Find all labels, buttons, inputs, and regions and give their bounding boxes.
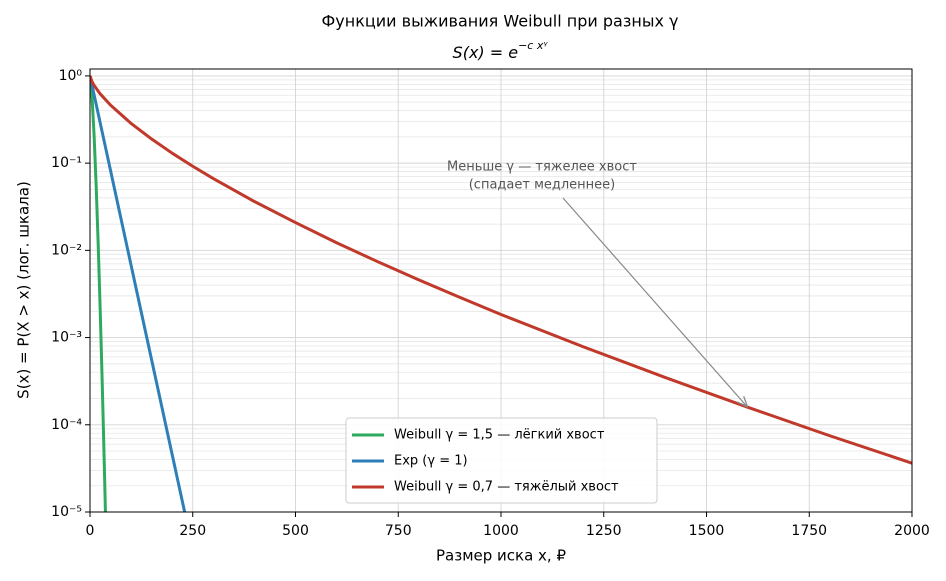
subtitle-exponent: −c xᵞ [518,39,548,52]
x-axis-label: Размер иска x, ₽ [436,547,566,565]
series-line [90,75,107,512]
plot-area [90,75,912,512]
legend-label: Exp (γ = 1) [394,454,468,469]
chart-title: Функции выживания Weibull при разных γ [322,12,679,31]
y-tick-label: 10⁻² [51,242,82,258]
legend-label: Weibull γ = 0,7 — тяжёлый хвост [394,480,619,495]
annotation-text: (спадает медленнее) [469,178,616,193]
x-tick-label: 0 [86,523,95,539]
legend-label: Weibull γ = 1,5 — лёгкий хвост [394,428,605,443]
y-tick-label: 10⁰ [59,68,83,84]
subtitle-main: S(x) = e [453,43,519,62]
x-tick-label: 1000 [483,523,519,539]
plot-frame [89,68,913,513]
series-line [90,75,912,465]
annotation-text: Меньше γ — тяжелее хвост [447,160,637,175]
x-tick-label: 500 [282,523,309,539]
series-line [90,75,187,512]
x-tick-label: 1250 [586,523,622,539]
x-tick-label: 250 [179,523,206,539]
y-tick-label: 10⁻⁵ [51,504,82,520]
x-tick-label: 1500 [689,523,725,539]
y-tick-label: 10⁻¹ [51,155,82,171]
x-tick-label: 750 [385,523,412,539]
annotation-arrow [562,197,748,407]
legend-box [345,417,658,504]
x-tick-label: 2000 [894,523,930,539]
y-tick-label: 10⁻⁴ [51,417,82,433]
y-tick-label: 10⁻³ [51,330,82,346]
y-axis-label: S(x) = P(X > x) (лог. шкала) [15,181,33,399]
chart-subtitle: S(x) = e−c xᵞ [453,39,549,62]
x-tick-label: 1750 [791,523,827,539]
